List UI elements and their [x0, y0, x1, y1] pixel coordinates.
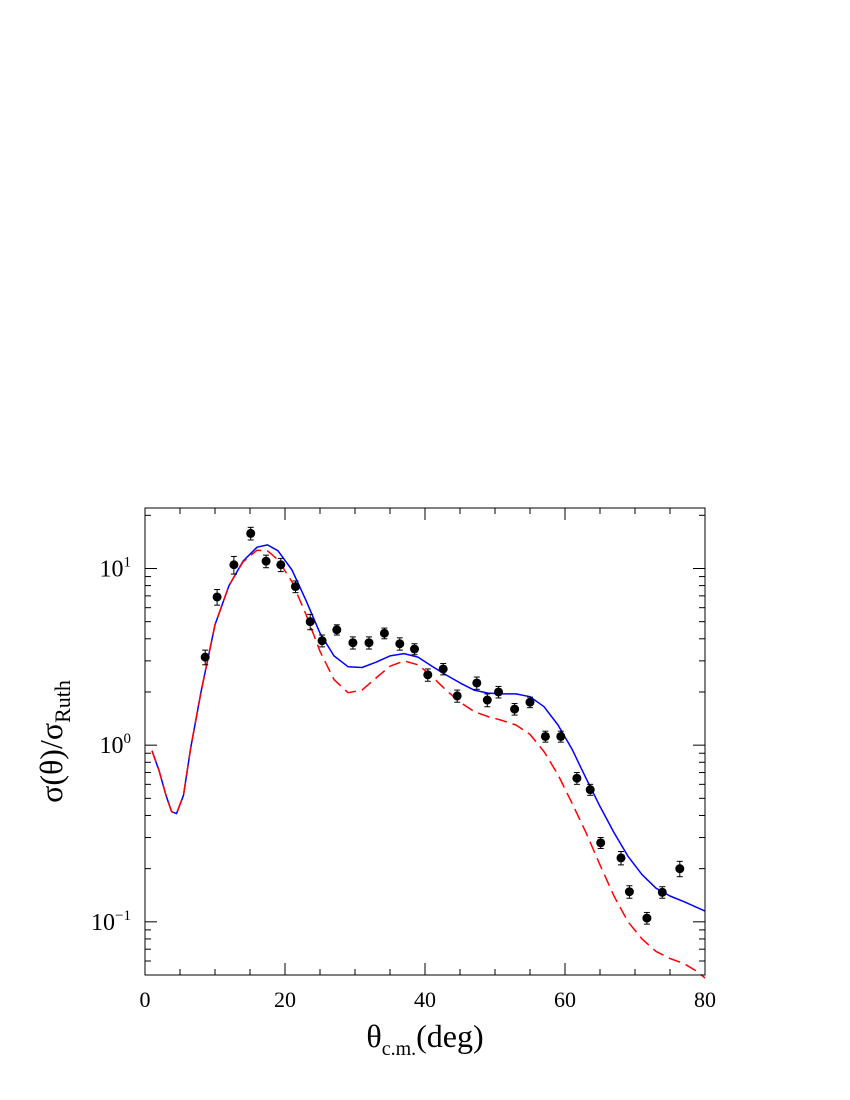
x-tick-label: 20 — [274, 987, 296, 1012]
x-axis-label-main: θ — [366, 1018, 381, 1054]
data-point — [540, 731, 550, 741]
plot-frame — [144, 507, 706, 976]
data-point — [616, 853, 626, 863]
y-axis-label-main: σ(θ)/σ — [33, 723, 69, 803]
x-tick-label: 80 — [694, 987, 716, 1012]
x-axis-label-sub: c.m. — [382, 1038, 416, 1060]
data-point — [348, 638, 358, 648]
y-tick-label: 10−1 — [91, 908, 131, 936]
y-axis-ticks: 10−1 100 101 — [91, 514, 705, 976]
data-point — [200, 652, 210, 662]
data-point — [317, 636, 327, 646]
data-point — [395, 639, 405, 649]
plot-points — [200, 526, 685, 925]
x-tick-label: 0 — [140, 987, 151, 1012]
data-point — [675, 864, 685, 874]
plot-curves — [151, 544, 706, 979]
x-tick-label: 60 — [554, 987, 576, 1012]
data-point — [642, 913, 652, 923]
data-point — [585, 785, 595, 795]
data-point — [291, 582, 300, 592]
data-point — [332, 625, 342, 635]
data-point — [556, 731, 566, 741]
y-axis-label-sub: Ruth — [50, 680, 75, 723]
data-point — [410, 644, 419, 654]
x-axis-ticks: 0 20 40 60 80 — [140, 508, 716, 1012]
data-point — [482, 695, 492, 705]
y-tick-label: 100 — [100, 731, 132, 759]
data-point — [452, 691, 462, 701]
data-point — [572, 773, 582, 783]
x-tick-label: 40 — [414, 987, 436, 1012]
data-point — [305, 617, 315, 627]
data-point — [596, 838, 606, 848]
y-axis-label: σ(θ)/σRuth — [33, 680, 75, 803]
data-point — [657, 887, 667, 897]
data-point — [525, 697, 535, 707]
data-point — [364, 638, 374, 648]
data-point — [624, 887, 634, 897]
data-point — [246, 528, 256, 538]
data-point — [494, 687, 503, 697]
calc-curve-dashed — [151, 549, 706, 979]
data-point — [229, 560, 239, 570]
data-point — [438, 664, 448, 674]
data-point — [276, 560, 286, 570]
data-point — [212, 592, 222, 602]
data-point — [261, 556, 271, 566]
x-axis-label-suffix: (deg) — [416, 1018, 484, 1054]
data-point — [379, 628, 389, 638]
x-axis-label: θc.m.(deg) — [366, 1018, 483, 1060]
y-tick-label: 101 — [100, 554, 132, 582]
data-point — [510, 704, 520, 714]
data-point — [423, 670, 433, 680]
data-point — [472, 678, 482, 688]
